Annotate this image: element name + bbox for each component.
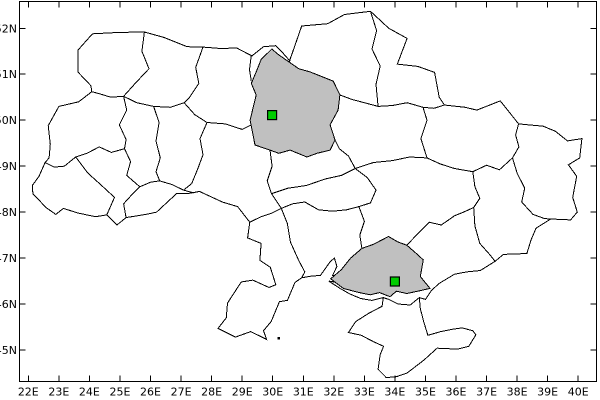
border-lviv-ternopil [118, 96, 128, 149]
border-vinnytsia-odesa [249, 207, 282, 223]
border-zhytomyr-kyiv-north [249, 54, 252, 82]
border-lviv-ivano-frankivsk-zakarpattia [44, 146, 125, 168]
x-tick-label: 28E [201, 386, 222, 399]
x-tick-label: 39E [537, 386, 558, 399]
border-chernihiv-sumy [370, 11, 381, 107]
x-tick-label: 23E [48, 386, 69, 399]
x-tick-label: 30E [262, 386, 283, 399]
snake-island [277, 336, 281, 340]
x-tick-label: 24E [79, 386, 100, 399]
y-tick-label: 49N [0, 160, 17, 173]
border-ivano-frankivsk-chernivtsi [123, 186, 141, 218]
border-zhytomyr-south [183, 102, 252, 130]
x-tick-label: 37E [476, 386, 497, 399]
x-tick-label: 36E [446, 386, 467, 399]
marker-kherson-region [389, 276, 400, 287]
border-cherkasy-kirovohrad [271, 168, 356, 195]
border-sumy-poltava [378, 102, 424, 108]
x-tick-label: 31E [293, 386, 314, 399]
border-vinnytsia-kirovohrad [271, 193, 282, 209]
border-vinnytsia-cherkasy [266, 150, 273, 194]
x-tick-label: 40E [568, 386, 589, 399]
x-tick-label: 25E [110, 386, 131, 399]
border-khmelnytskyi-vinnytsia [183, 122, 208, 191]
x-tick-label: 29E [232, 386, 253, 399]
x-tick-label: 38E [507, 386, 528, 399]
border-chernihiv-kyiv-north [289, 52, 293, 63]
x-tick-label: 27E [171, 386, 192, 399]
border-kharkiv-donetsk [472, 157, 513, 173]
y-tick-label: 47N [0, 252, 17, 265]
marker-kyiv-region [267, 109, 278, 121]
border-mykolaiv-kirovohrad [281, 201, 360, 212]
y-tick-label: 51N [0, 68, 17, 81]
border-odesa-mykolaiv [280, 208, 306, 279]
x-tick-label: 34E [384, 386, 405, 399]
y-tick-label: 46N [0, 298, 17, 311]
border-sumy-kharkiv [422, 104, 445, 109]
border-ternopil-ivano-frankivsk [124, 148, 141, 188]
border-mykolaiv-dnipropetrovsk [358, 206, 365, 249]
border-volyn-lviv [91, 91, 124, 98]
border-poltava-dnipropetrovsk [355, 156, 428, 169]
border-poltava-kharkiv [420, 107, 428, 159]
border-kharkiv-luhansk [512, 123, 520, 159]
border-chernivtsi-dniester [139, 180, 200, 194]
ukraine-country-outline [31, 10, 583, 379]
border-cherkasy-poltava-dnieper [334, 139, 356, 169]
border-dnipropetrovsk-zaporizhzhia [406, 207, 474, 246]
border-donetsk-zaporizhzhia [473, 207, 496, 262]
x-tick-label: 35E [415, 386, 436, 399]
border-dnipropetrovsk-donetsk [472, 171, 481, 208]
x-tick-label: 22E [18, 386, 39, 399]
border-dnipropetrovsk-kharkiv [426, 157, 473, 173]
border-volyn-rivne [123, 31, 150, 97]
region-kherson-oblast-highlight [329, 235, 431, 298]
y-tick-label: 45N [0, 344, 17, 357]
border-ternopil-khmelnytskyi [153, 106, 161, 182]
x-tick-label: 32E [323, 386, 344, 399]
border-kirovohrad-dnipropetrovsk [354, 168, 377, 208]
border-kherson-crimea [383, 297, 420, 306]
y-tick-label: 48N [0, 206, 17, 219]
border-donetsk-luhansk [512, 157, 551, 220]
x-tick-label: 26E [140, 386, 161, 399]
border-zakarpattia-ivano-frankivsk [75, 156, 115, 216]
border-rivne-zhytomyr [183, 46, 204, 104]
border-chernihiv-poltava [339, 94, 379, 107]
x-tick-label: 33E [354, 386, 375, 399]
region-kyiv-oblast-highlight [249, 48, 341, 158]
y-tick-label: 50N [0, 114, 17, 127]
y-tick-label: 52N [0, 22, 17, 35]
